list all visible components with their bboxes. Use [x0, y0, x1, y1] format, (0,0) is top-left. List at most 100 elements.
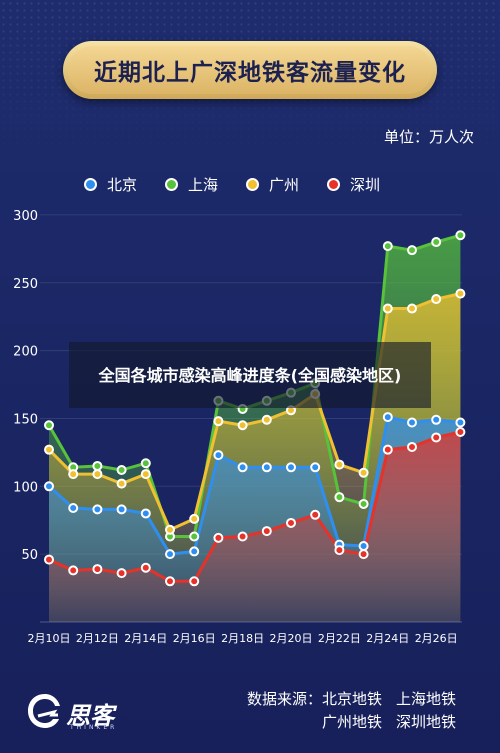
source-item: 北京地铁 [321, 690, 382, 708]
legend-marker [246, 177, 260, 191]
data-point [382, 241, 393, 252]
data-point [68, 469, 79, 480]
x-tick-label: 2月20日 [270, 632, 313, 645]
data-point [44, 481, 54, 492]
x-tick-label: 2月16日 [173, 632, 216, 645]
y-tick-label: 150 [13, 412, 38, 427]
x-tick-label: 2月14日 [124, 632, 167, 645]
data-point [237, 462, 248, 473]
legend-label: 广州 [269, 175, 300, 194]
data-point [358, 541, 369, 552]
data-point [237, 531, 248, 542]
data-point [44, 444, 54, 455]
data-point [431, 237, 442, 248]
data-point [334, 492, 345, 503]
area-深圳 [49, 432, 461, 622]
legend-marker [327, 177, 341, 191]
legend-label: 北京 [107, 175, 138, 194]
data-point [140, 469, 151, 480]
data-point [116, 504, 127, 515]
y-tick-label: 50 [21, 548, 38, 563]
logo-mark-icon [28, 694, 60, 728]
source-label: 数据来源： [246, 690, 322, 708]
data-point [116, 465, 127, 476]
x-tick-label: 2月12日 [76, 632, 119, 645]
y-tick-label: 300 [13, 209, 38, 224]
unit-label: 单位：万人次 [383, 128, 474, 146]
legend-item: 深圳 [327, 174, 380, 195]
data-point [68, 565, 79, 576]
x-tick-label: 2月24日 [366, 632, 409, 645]
source-item: 广州地铁 [321, 713, 382, 731]
data-point [44, 554, 54, 565]
data-point [455, 417, 466, 428]
data-point [165, 549, 175, 560]
data-point [382, 444, 393, 455]
x-tick-label: 2月26日 [415, 632, 458, 645]
legend-item: 上海 [165, 174, 218, 195]
data-point [68, 503, 79, 514]
data-point [165, 576, 175, 587]
data-point [237, 420, 248, 431]
data-point [92, 564, 103, 575]
data-point [189, 576, 200, 587]
y-tick-label: 100 [13, 480, 38, 495]
logo-text: 思客 [66, 701, 114, 730]
data-point [286, 517, 296, 528]
logo-subtext: THINKER [70, 724, 118, 731]
data-point [407, 417, 417, 428]
data-point [310, 462, 321, 473]
data-point [116, 568, 127, 579]
data-point [92, 460, 103, 471]
chart-plot: 50 100 150 200 250 300 2月10日 2月12日 2月14日 2月16日 2月1… [13, 209, 466, 645]
data-point [92, 469, 103, 480]
data-point [358, 498, 369, 509]
data-point [44, 420, 54, 431]
legend-item: 北京 [84, 174, 137, 195]
data-point [140, 508, 151, 519]
data-point [431, 432, 442, 443]
data-point [286, 462, 296, 473]
data-point [455, 230, 466, 241]
data-source: 数据来源：北京地铁 上海地铁 广州地铁 深圳地铁 [247, 688, 456, 734]
data-point [213, 416, 224, 427]
chart-legend: 北京 上海 广州 深圳 [84, 174, 408, 194]
legend-label: 上海 [188, 175, 219, 194]
thinker-logo: 思客 THINKER [24, 690, 134, 736]
legend-label: 深圳 [350, 175, 381, 194]
data-point [358, 467, 369, 478]
data-point [358, 549, 369, 560]
legend-item: 广州 [246, 174, 299, 195]
data-point [407, 303, 417, 314]
data-point [455, 427, 466, 438]
data-point [213, 450, 224, 461]
data-point [334, 545, 345, 556]
promo-overlay[interactable]: 全国各城市感染高峰进度条(全国感染地区) [69, 342, 431, 408]
title-banner-inner: 近期北上广深地铁客流量变化 [68, 46, 432, 94]
promo-overlay-text: 全国各城市感染高峰进度条(全国感染地区) [98, 365, 402, 385]
data-point [213, 532, 224, 543]
y-tick-label: 200 [13, 345, 38, 360]
data-point [189, 513, 200, 524]
y-tick-label: 250 [13, 277, 38, 292]
source-item: 深圳地铁 [395, 713, 456, 731]
legend-marker [84, 177, 97, 191]
x-tick-label: 2月22日 [318, 632, 361, 645]
data-point [140, 562, 151, 573]
data-point [334, 459, 345, 470]
data-point [455, 288, 466, 299]
data-point [431, 294, 442, 305]
x-tick-label: 2月18日 [221, 632, 264, 645]
data-point [382, 303, 393, 314]
source-item: 上海地铁 [395, 690, 456, 708]
data-point [310, 509, 321, 520]
data-point [261, 462, 272, 473]
data-point [407, 245, 417, 256]
data-point [92, 504, 103, 515]
data-point [431, 414, 442, 425]
x-tick-label: 2月10日 [28, 632, 71, 645]
data-point [165, 524, 175, 535]
data-point [189, 531, 200, 542]
data-point [382, 412, 393, 423]
title-banner: 近期北上广深地铁客流量变化 [63, 41, 437, 99]
